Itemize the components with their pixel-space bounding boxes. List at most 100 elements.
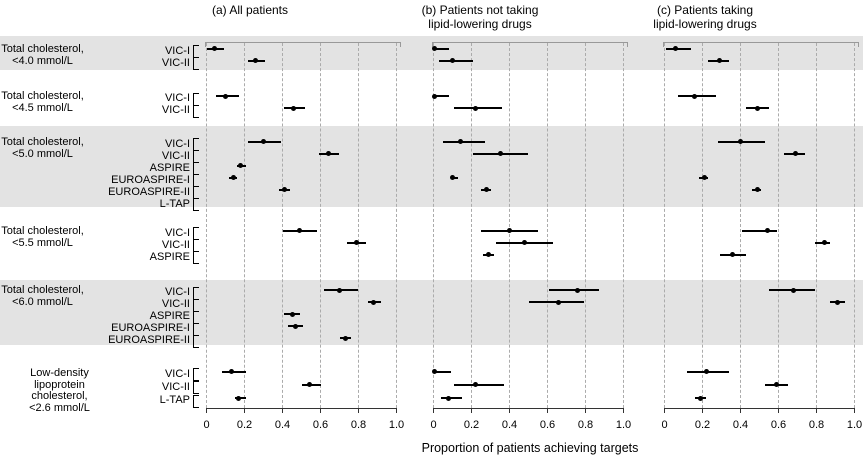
panel-gridline bbox=[585, 43, 586, 408]
point-estimate-dot bbox=[291, 105, 297, 111]
panel-title-line: lipid-lowering drugs bbox=[653, 17, 757, 31]
point-estimate-dot bbox=[556, 299, 562, 305]
x-axis-tick-label: 0.6 bbox=[539, 419, 556, 431]
point-estimate-dot bbox=[834, 299, 840, 305]
panel-gridline bbox=[206, 43, 207, 408]
study-bracket bbox=[193, 57, 199, 70]
point-estimate-dot bbox=[821, 240, 827, 245]
x-axis-tick bbox=[778, 408, 779, 413]
study-label: ASPIRE bbox=[149, 161, 190, 174]
study-bracket bbox=[193, 394, 199, 408]
panel-gridline bbox=[282, 43, 283, 408]
confidence-interval-line bbox=[433, 47, 449, 50]
point-estimate-dot bbox=[289, 311, 295, 317]
study-label: ASPIRE bbox=[149, 250, 190, 263]
point-estimate-dot bbox=[431, 93, 437, 99]
point-estimate-dot bbox=[575, 287, 581, 293]
point-estimate-dot bbox=[281, 187, 287, 192]
confidence-interval-line bbox=[443, 140, 485, 143]
panel-gridline bbox=[244, 43, 245, 408]
study-label: VIC-I bbox=[164, 286, 190, 298]
point-estimate-dot bbox=[698, 395, 704, 401]
point-estimate-dot bbox=[236, 395, 242, 401]
point-estimate-dot bbox=[371, 299, 377, 305]
group-target-label-line: <5.5 mmol/L bbox=[12, 236, 73, 249]
panel-gridline bbox=[471, 43, 472, 408]
point-estimate-dot bbox=[446, 395, 452, 401]
point-estimate-dot bbox=[293, 323, 299, 329]
x-axis-tick-label: 0.8 bbox=[350, 419, 367, 431]
group-target-label: Total cholesterol, <6.0 mmol/L bbox=[0, 284, 85, 308]
group-target-label-line: Low-density bbox=[30, 367, 89, 379]
x-axis-tick-label: 0 bbox=[203, 419, 210, 431]
point-estimate-dot bbox=[431, 369, 437, 374]
point-estimate-dot bbox=[738, 139, 743, 144]
panel-top-frame bbox=[662, 42, 859, 47]
point-estimate-dot bbox=[522, 240, 528, 245]
study-label: EUROASPIRE-I bbox=[111, 173, 190, 186]
study-bracket bbox=[193, 381, 199, 395]
study-label: VIC-I bbox=[164, 44, 190, 57]
x-axis-tick-label: 0.4 bbox=[274, 419, 291, 431]
panel-gridline bbox=[816, 43, 817, 408]
group-target-label-line: Total cholesterol, bbox=[1, 42, 84, 55]
group-target-label: Total cholesterol, <5.5 mmol/L bbox=[0, 225, 85, 249]
group-target-label-line: Total cholesterol, bbox=[1, 284, 84, 296]
point-estimate-dot bbox=[223, 93, 228, 99]
panel-gridline bbox=[433, 43, 434, 408]
study-bracket bbox=[193, 334, 199, 348]
x-axis-tick-label: 0.4 bbox=[732, 419, 749, 431]
point-estimate-dot bbox=[450, 58, 455, 63]
x-axis-tick bbox=[816, 408, 817, 413]
study-bracket bbox=[193, 198, 199, 211]
x-axis-tick-label: 0.2 bbox=[463, 419, 480, 431]
confidence-interval-line bbox=[441, 397, 462, 400]
point-estimate-dot bbox=[673, 46, 679, 51]
study-bracket bbox=[193, 251, 199, 264]
point-estimate-dot bbox=[755, 187, 761, 192]
point-estimate-dot bbox=[431, 46, 437, 51]
point-estimate-dot bbox=[297, 228, 303, 233]
panel-title-b: (b) Patients not taking lipid-lowering dr… bbox=[422, 3, 539, 31]
point-estimate-dot bbox=[755, 105, 761, 111]
study-label: ASPIRE bbox=[149, 310, 190, 322]
study-label: EUROASPIRE-I bbox=[111, 322, 190, 334]
point-estimate-dot bbox=[703, 369, 709, 374]
study-label: EUROASPIRE-II bbox=[108, 334, 190, 346]
panel-title-line: (c) Patients taking bbox=[656, 3, 754, 17]
study-label: VIC-II bbox=[161, 238, 190, 251]
x-axis-tick bbox=[854, 408, 855, 413]
group-target-label-line: <4.5 mmol/L bbox=[12, 102, 73, 114]
point-estimate-dot bbox=[230, 175, 236, 180]
shaded-row-band bbox=[0, 280, 863, 345]
point-estimate-dot bbox=[238, 163, 244, 168]
panel-top-frame bbox=[431, 42, 628, 47]
panel-title-line: lipid-lowering drugs bbox=[428, 17, 532, 31]
x-axis-tick bbox=[547, 408, 548, 413]
x-axis-tick-label: 0.6 bbox=[312, 419, 329, 431]
point-estimate-dot bbox=[730, 252, 736, 257]
confidence-interval-line bbox=[454, 107, 502, 109]
x-axis-tick bbox=[740, 408, 741, 413]
point-estimate-dot bbox=[253, 58, 259, 63]
panel-title-line: (b) Patients not taking bbox=[421, 3, 539, 17]
panel-gridline bbox=[509, 43, 510, 408]
confidence-interval-line bbox=[433, 95, 449, 97]
x-axis-tick-label: 0 bbox=[661, 419, 668, 431]
point-estimate-dot bbox=[701, 175, 707, 180]
point-estimate-dot bbox=[211, 46, 217, 51]
point-estimate-dot bbox=[261, 139, 266, 144]
point-estimate-dot bbox=[497, 151, 503, 156]
panel-gridline bbox=[623, 43, 624, 408]
x-axis-tick bbox=[358, 408, 359, 413]
x-axis-tick bbox=[623, 408, 624, 413]
x-axis-tick-label: 0 bbox=[430, 419, 437, 431]
panel-title-c: (c) Patients taking lipid-lowering drugs bbox=[653, 3, 756, 31]
panel-title-line: (a) All patients bbox=[211, 3, 289, 17]
x-axis-title: Proportion of patients achieving targets bbox=[421, 441, 639, 455]
point-estimate-dot bbox=[306, 382, 312, 388]
point-estimate-dot bbox=[457, 139, 463, 144]
point-estimate-dot bbox=[692, 93, 698, 99]
panel-gridline bbox=[854, 43, 855, 408]
